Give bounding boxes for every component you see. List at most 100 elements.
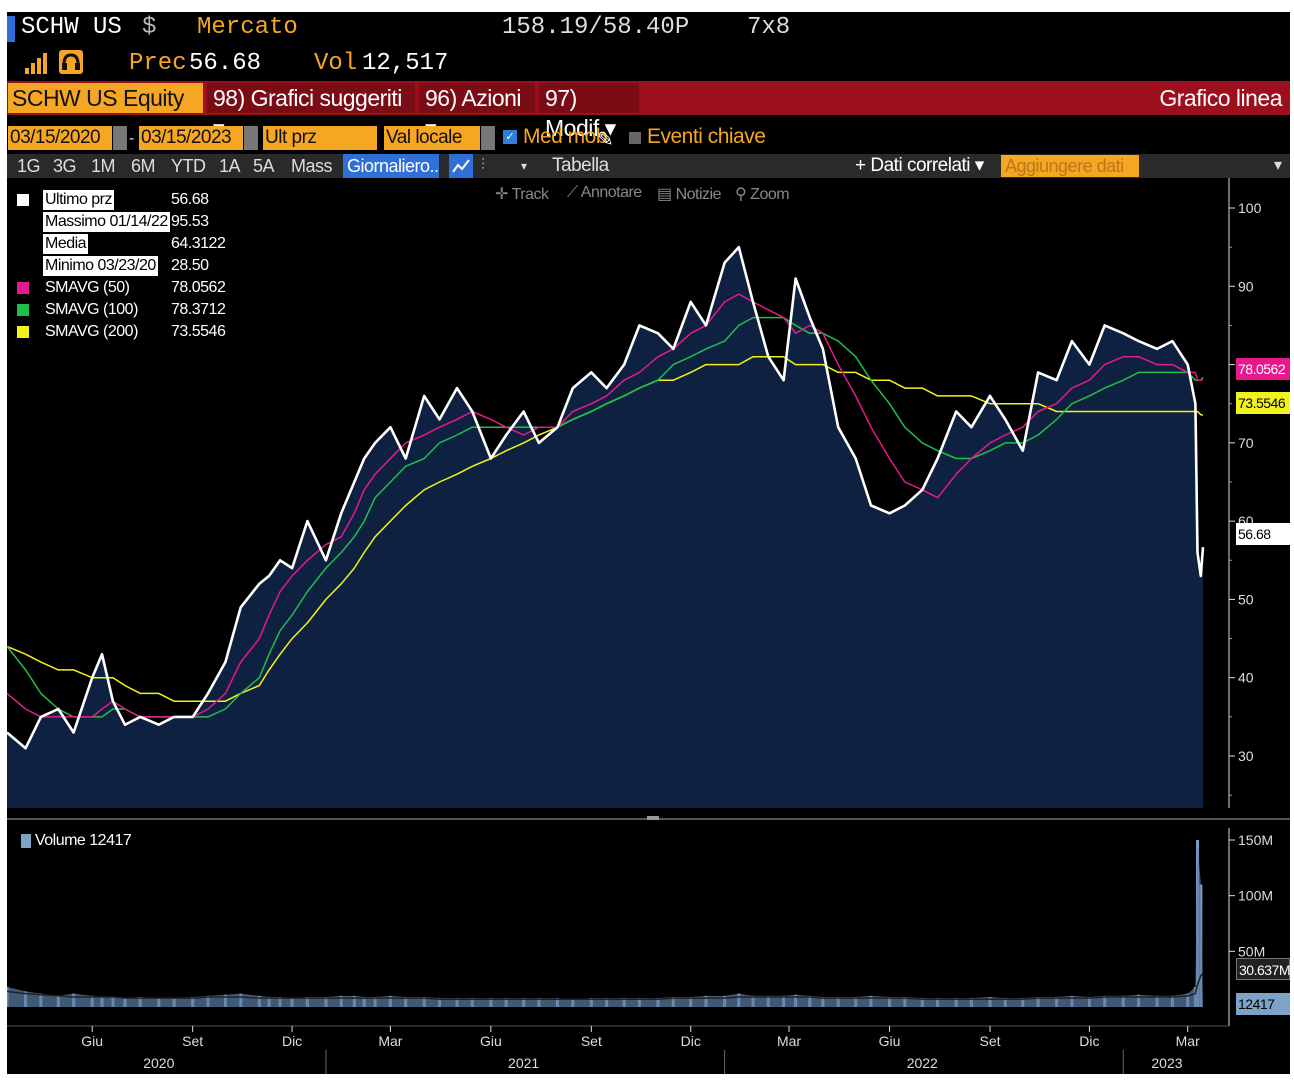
track-tool[interactable]: ✛ Track <box>495 184 549 204</box>
legend-swatch[interactable] <box>17 216 29 228</box>
pencil-icon[interactable]: ✎ <box>597 129 614 151</box>
currency-dropdown-icon[interactable] <box>481 126 495 150</box>
volume-area <box>7 840 1203 1007</box>
legend-swatch[interactable] <box>17 326 29 338</box>
range-1d[interactable]: 1G <box>17 156 41 176</box>
key-events-checkbox[interactable] <box>629 132 641 144</box>
last-price-tag: 56.68 <box>1236 523 1290 545</box>
ticker-label: SCHW US <box>21 14 122 41</box>
headset-icon[interactable] <box>59 50 83 74</box>
currency-select[interactable]: Val locale <box>384 126 480 150</box>
legend-swatch[interactable] <box>17 238 29 250</box>
market-label[interactable]: Mercato <box>197 14 298 41</box>
bid-ask-quote: 158.19/58.40P <box>502 14 690 41</box>
chart-style-dropdown-icon[interactable]: ▾ <box>521 159 528 173</box>
crosshair-icon: ✛ <box>495 186 512 203</box>
moving-average-label[interactable]: Med mob <box>523 125 608 148</box>
sma200-value-tag: 73.5546 <box>1236 392 1290 414</box>
price-panel: 30405060708090100 <box>7 178 1262 809</box>
legend-label: SMAVG (50) <box>45 279 130 296</box>
frequency-select[interactable]: Giornaliero.. <box>343 154 439 178</box>
range-5y[interactable]: 5A <box>253 156 275 176</box>
range-max[interactable]: Mass <box>291 156 333 176</box>
volume-tick-label: 50M <box>1238 943 1265 959</box>
range-1m[interactable]: 1M <box>91 156 116 176</box>
legend-value: 64.3122 <box>171 235 226 252</box>
signal-icon <box>25 53 47 74</box>
volume-label: Vol <box>314 50 358 77</box>
legend-value: 56.68 <box>171 191 209 208</box>
annotate-tool[interactable]: ⟋ Annotare <box>567 184 642 202</box>
range-ytd[interactable]: YTD <box>171 156 206 176</box>
volume-average-tag: 30.637M <box>1236 958 1290 980</box>
legend-value: 78.3712 <box>171 301 226 318</box>
moving-average-checkbox[interactable]: ✓ <box>503 130 517 144</box>
month-label: Dic <box>282 1033 302 1049</box>
month-label: Dic <box>681 1033 701 1049</box>
ticker-marker <box>7 16 15 42</box>
prev-close-label: Prec <box>129 50 187 77</box>
range-3d[interactable]: 3G <box>53 156 77 176</box>
price-tick-label: 90 <box>1238 278 1254 294</box>
year-label: 2020 <box>143 1055 174 1071</box>
volume-tick-label: 100M <box>1238 888 1273 904</box>
month-label: Mar <box>1176 1033 1200 1049</box>
volume-legend-label: Volume 12417 <box>34 832 132 849</box>
start-date-calendar-icon[interactable] <box>113 126 127 150</box>
legend-label: Media <box>43 234 89 254</box>
end-date-field[interactable]: 03/15/2023 <box>139 126 243 150</box>
key-events-label[interactable]: Eventi chiave <box>647 125 766 148</box>
legend-swatch[interactable] <box>17 282 29 294</box>
legend-label: SMAVG (100) <box>45 301 138 318</box>
year-label: 2023 <box>1151 1055 1182 1071</box>
legend-swatch[interactable] <box>17 304 29 316</box>
news-icon: ▤ <box>657 186 676 203</box>
security-field[interactable]: SCHW US Equity <box>8 83 203 113</box>
news-tool[interactable]: ▤ Notizie <box>657 184 721 204</box>
legend-value: 73.5546 <box>171 323 226 340</box>
currency-label: $ <box>142 14 157 41</box>
volume-value: 12,517 <box>362 50 449 77</box>
suggested-charts-button[interactable]: 98) Grafici suggeriti ▾ <box>207 83 415 141</box>
price-tick-label: 40 <box>1238 670 1254 686</box>
volume-last-tag: 12417 <box>1236 993 1290 1015</box>
menu-icon[interactable]: ▾ <box>1273 157 1282 174</box>
related-data-button[interactable]: + Dati correlati ▾ <box>855 155 984 176</box>
price-field-select[interactable]: Ult prz <box>263 126 377 150</box>
month-label: Mar <box>378 1033 402 1049</box>
month-label: Giu <box>81 1033 103 1049</box>
zoom-icon: ⚲ <box>735 186 751 203</box>
volume-average-line <box>7 972 1204 1000</box>
line-chart-icon[interactable] <box>449 154 473 178</box>
track-label: Track <box>511 186 549 203</box>
range-1y[interactable]: 1A <box>219 156 241 176</box>
actions-button[interactable]: 96) Azioni ▾ <box>419 83 535 141</box>
panel-resize-handle <box>647 816 659 820</box>
legend-swatch[interactable] <box>17 194 29 206</box>
range-6m[interactable]: 6M <box>131 156 156 176</box>
volume-panel: 50M 100M 150M <box>7 828 1273 1026</box>
price-tick-label: 30 <box>1238 748 1254 764</box>
legend-swatch[interactable] <box>17 260 29 272</box>
month-label: Giu <box>480 1033 502 1049</box>
terminal-window: SCHW US $ Mercato 158.19/58.40P 7x8 Prec… <box>7 12 1290 1074</box>
table-button[interactable]: Tabella <box>552 155 609 176</box>
time-axis: Giu Set Dic Mar Giu Set Dic Mar Giu Set Dic Mar 2020… <box>7 1025 1229 1074</box>
month-label: Mar <box>777 1033 801 1049</box>
annotate-icon: ⟋ <box>567 184 581 201</box>
zoom-tool[interactable]: ⚲ Zoom <box>735 184 790 204</box>
news-label: Notizie <box>675 186 722 203</box>
add-data-field[interactable]: Aggiungere dati <box>1001 155 1139 177</box>
month-label: Dic <box>1079 1033 1099 1049</box>
legend-label: Ultimo prz <box>43 190 115 210</box>
start-date-field[interactable]: 03/15/2020 <box>8 126 112 150</box>
sma50-value-tag: 78.0562 <box>1236 358 1290 380</box>
edit-button[interactable]: 97) Modif ▾ <box>539 83 639 141</box>
legend-value: 78.0562 <box>171 279 226 296</box>
end-date-calendar-icon[interactable] <box>244 126 258 150</box>
price-tick-label: 50 <box>1238 591 1254 607</box>
bar-chart-icon[interactable]: ⫶ <box>481 157 486 174</box>
volume-swatch <box>21 833 31 848</box>
price-tick-label: 70 <box>1238 435 1254 451</box>
